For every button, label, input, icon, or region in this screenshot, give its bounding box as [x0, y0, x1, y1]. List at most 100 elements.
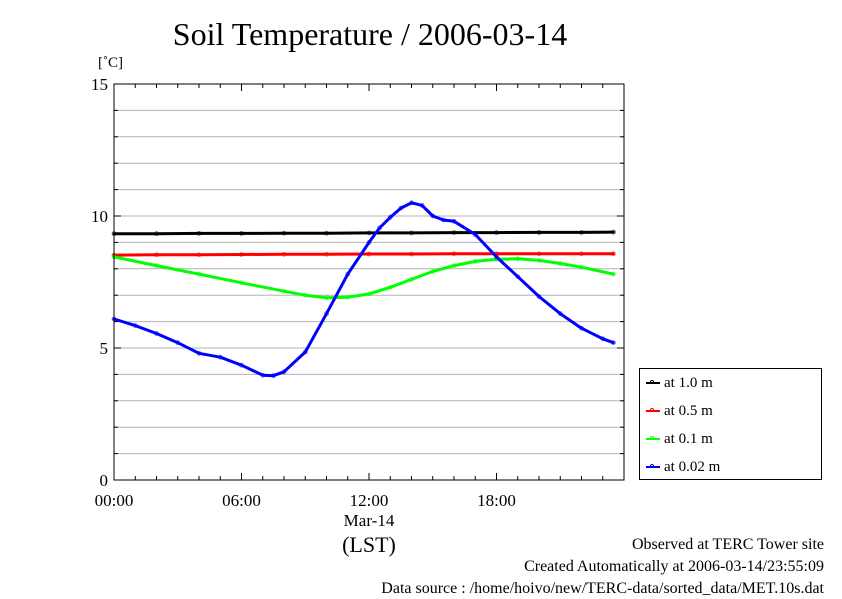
y-tick-label-0: 0 [100, 471, 109, 490]
legend-item-1m: at 1.0 m [646, 373, 713, 393]
series-point-3-29 [611, 340, 616, 346]
legend-swatch-002m [646, 464, 660, 468]
series-point-3-24 [515, 274, 521, 280]
series-point-3-20 [440, 217, 446, 223]
series-point-0-9 [494, 230, 499, 236]
series-point-3-6 [239, 362, 244, 368]
series-point-3-3 [175, 340, 181, 346]
series-point-0-3 [239, 230, 244, 236]
series-point-2-15 [515, 256, 521, 262]
series-point-3-22 [472, 232, 478, 237]
legend-swatch-1m [646, 380, 660, 384]
series-point-2-17 [557, 261, 563, 266]
series-point-0-10 [536, 229, 542, 235]
y-tick-label-10: 10 [91, 207, 108, 226]
series-point-3-10 [302, 349, 308, 355]
legend-item-002m: at 0.02 m [646, 457, 720, 477]
legend-item-01m: at 0.1 m [646, 429, 713, 449]
series-point-3-16 [398, 205, 404, 211]
series-point-3-21 [451, 218, 457, 224]
series-point-0-11 [579, 229, 584, 235]
series-point-3-13 [366, 239, 372, 245]
axis-ticks [113, 83, 625, 481]
series-point-0-7 [409, 230, 414, 236]
x-axis-label: (LST) [342, 532, 396, 557]
series-point-3-12 [345, 271, 351, 277]
series-point-3-25 [536, 294, 542, 299]
series-point-2-12 [451, 263, 457, 269]
series-point-0-1 [154, 231, 159, 237]
axis-labels: 0 5 10 15 00:00 06:00 12:00 18:00 Mar-14 (LST) [91, 75, 516, 557]
y-tick-label-5: 5 [100, 339, 109, 358]
series-point-1-6 [366, 251, 372, 257]
series-point-1-10 [536, 251, 542, 257]
legend-label-002m: at 0.02 m [664, 458, 721, 475]
series-point-3-15 [387, 214, 393, 220]
footer-observed-text: Observed at TERC Tower site [631, 536, 824, 553]
series-point-3-23 [494, 254, 499, 260]
series-line-2 [112, 255, 615, 300]
series-point-0-5 [324, 230, 329, 236]
series-point-3-17 [409, 200, 414, 206]
y-axis-unit-label: [˚C] [98, 55, 123, 71]
series-point-0-8 [451, 230, 457, 236]
series-point-3-1 [132, 323, 138, 329]
x-date-label: Mar-14 [344, 511, 395, 530]
series-point-3-2 [154, 331, 159, 336]
series-line-1 [112, 252, 615, 257]
series-point-3-11 [324, 311, 329, 317]
series-point-1-2 [196, 252, 202, 258]
series-0 [111, 229, 616, 237]
series-point-2-19 [611, 271, 616, 277]
legend-label-1m: at 1.0 m [664, 374, 713, 391]
series-point-2-5 [302, 292, 308, 298]
series-point-1-5 [324, 251, 329, 257]
series-point-0-6 [366, 230, 372, 236]
series-point-3-18 [419, 202, 425, 208]
series-point-2-2 [196, 271, 202, 277]
series-point-3-9 [281, 369, 287, 375]
series-point-2-7 [345, 294, 351, 300]
legend-label-01m: at 0.1 m [664, 430, 713, 447]
series-point-3-27 [579, 325, 584, 331]
series-point-3-28 [600, 336, 606, 342]
series-point-2-9 [387, 284, 393, 290]
series-point-1-7 [409, 251, 414, 257]
series-point-3-19 [430, 213, 436, 219]
series-point-1-11 [579, 251, 584, 257]
x-tick-label-0: 00:00 [95, 491, 134, 510]
series-2 [111, 254, 616, 301]
series-line-3 [112, 201, 615, 378]
series-point-0-4 [281, 230, 287, 236]
legend-swatch-01m [646, 436, 660, 440]
series-point-3-14 [377, 225, 383, 231]
legend: at 1.0 m at 0.5 m at 0.1 m at 0.02 m [639, 368, 822, 480]
series-point-2-3 [239, 280, 244, 286]
series-point-3-8 [270, 373, 276, 379]
footer-source-text: Data source : /home/hoivo/new/TERC-data/… [381, 580, 824, 597]
x-tick-label-6: 06:00 [222, 491, 261, 510]
y-tick-label-15: 15 [91, 75, 108, 94]
series-point-2-16 [536, 257, 542, 263]
series-point-2-6 [324, 295, 329, 301]
legend-label-05m: at 0.5 m [664, 402, 713, 419]
x-tick-label-12: 12:00 [350, 491, 389, 510]
legend-item-05m: at 0.5 m [646, 401, 713, 421]
series-point-1-8 [451, 251, 457, 257]
series-point-2-18 [579, 264, 584, 270]
series-point-2-10 [409, 276, 414, 282]
legend-swatch-05m [646, 408, 660, 412]
chart-title: Soil Temperature / 2006-03-14 [172, 16, 568, 52]
grid-lines [114, 109, 624, 455]
series-point-1-4 [281, 251, 287, 257]
series-point-0-12 [611, 229, 616, 235]
series-lines [111, 200, 616, 379]
footer-created-text: Created Automatically at 2006-03-14/23:5… [524, 558, 824, 575]
series-point-2-13 [472, 258, 478, 264]
series-point-0-2 [196, 230, 202, 236]
plot-frame [113, 83, 625, 481]
series-point-3-4 [196, 350, 202, 356]
series-point-1-12 [611, 251, 616, 257]
series-line-0 [112, 230, 615, 236]
